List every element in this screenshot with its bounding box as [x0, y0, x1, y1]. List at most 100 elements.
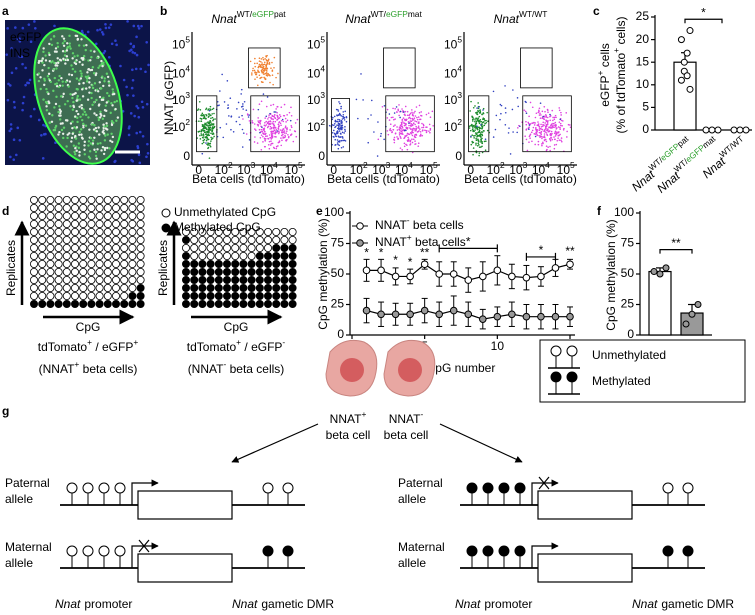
cpg-circle — [54, 203, 63, 212]
cell-dot — [342, 139, 345, 142]
islet-cell — [87, 140, 91, 143]
cell-dot — [336, 142, 339, 144]
cell-dot — [279, 122, 282, 125]
cell-dot — [339, 102, 341, 105]
cpg-circle — [79, 227, 88, 236]
cell-dot — [546, 120, 548, 123]
cpg-circle — [272, 227, 281, 236]
cell-dot — [477, 102, 479, 104]
cell-dot — [538, 109, 540, 112]
x-tick-label-part: WT/WT — [717, 134, 745, 160]
cell-dot — [478, 105, 481, 108]
cell-dot — [475, 151, 478, 154]
nucleus — [130, 86, 134, 90]
cell-dot — [338, 101, 340, 103]
cpg-circle — [54, 299, 63, 308]
text-part: mat — [408, 9, 423, 19]
cpg-circle — [87, 195, 96, 204]
nucleus — [146, 142, 149, 146]
cpg-circle — [46, 235, 55, 244]
islet-cell — [95, 113, 98, 117]
islet-cell — [54, 102, 58, 106]
cell-dot — [210, 140, 212, 142]
cpg-circle — [62, 203, 71, 212]
cell-dot — [539, 135, 542, 137]
islet-cell — [58, 105, 61, 108]
cell-dot — [471, 134, 474, 136]
cpg-circle — [239, 291, 248, 300]
cpg-circle — [71, 259, 80, 268]
cell-dot — [198, 120, 200, 123]
cpg-circle — [120, 227, 129, 236]
cell-dot — [408, 124, 410, 127]
islet-cell — [85, 77, 89, 80]
nucleus — [140, 24, 143, 28]
nucleus — [125, 85, 128, 89]
islet-cell — [74, 137, 78, 140]
cell-dot — [274, 135, 276, 138]
significance: * — [408, 255, 413, 269]
islet-cell — [48, 42, 51, 46]
cell-dot — [476, 111, 478, 114]
cell-dot — [482, 109, 484, 111]
cell-dot — [271, 74, 274, 76]
allele-label: Maternal — [398, 540, 445, 554]
cell-dot — [472, 147, 475, 149]
islet-cell — [68, 45, 71, 48]
islet-cell — [76, 97, 79, 100]
islet-cell — [61, 35, 64, 38]
cpg-circle — [136, 267, 145, 276]
data-point — [508, 272, 516, 281]
islet-cell — [56, 57, 59, 60]
cell-dot — [479, 132, 482, 134]
cell-dot — [290, 114, 293, 117]
cpg-circle — [136, 235, 145, 244]
cpg-site — [282, 482, 294, 494]
data-point — [682, 320, 690, 328]
cpg-circle — [112, 283, 121, 292]
cell-dot — [373, 131, 375, 133]
cell-dot — [411, 111, 413, 114]
cpg-circle — [280, 251, 289, 260]
cell-dot — [399, 147, 402, 149]
islet-cell — [78, 60, 81, 64]
tss-arrow — [131, 542, 159, 568]
cell-dot — [253, 123, 256, 125]
data-point — [730, 126, 738, 134]
cpg-circle — [214, 291, 223, 300]
significance: * — [379, 245, 384, 259]
legend-label-part: + — [407, 232, 412, 242]
cpg-circle — [71, 211, 80, 220]
cell-dot — [539, 117, 542, 119]
cell-dot — [546, 123, 549, 126]
cell-dot — [480, 136, 482, 138]
stain-label: eGFP — [10, 30, 41, 44]
cell-dot — [269, 125, 272, 128]
y-tick-label-part: 3 — [320, 90, 325, 100]
cell-dot — [240, 88, 243, 91]
cell-dot — [471, 120, 474, 122]
cell-dot — [265, 63, 268, 66]
cell-dot — [221, 73, 223, 76]
y-axis-label: NNAT (eGFP) — [162, 61, 176, 135]
cpg-circle — [29, 227, 38, 236]
cell-dot — [549, 115, 551, 118]
cpg-circle — [181, 251, 190, 260]
islet-cell — [89, 107, 92, 111]
x-tick-label: 103 — [372, 160, 390, 177]
islet-cell — [88, 86, 91, 89]
y-tick-label-part: 10 — [307, 93, 321, 107]
cpg-circle — [247, 243, 256, 252]
data-point — [377, 310, 385, 319]
nucleus — [136, 24, 140, 28]
cell-dot — [271, 61, 273, 64]
islet-cell — [44, 54, 47, 57]
cpg-circle — [79, 195, 88, 204]
cell-dot — [547, 128, 549, 131]
cpg-circle — [103, 211, 112, 220]
cell-dot — [474, 129, 476, 131]
islet-cell — [102, 96, 105, 100]
cell-dot — [213, 135, 215, 138]
cell-dot — [340, 146, 343, 149]
cpg-circle — [263, 243, 272, 252]
